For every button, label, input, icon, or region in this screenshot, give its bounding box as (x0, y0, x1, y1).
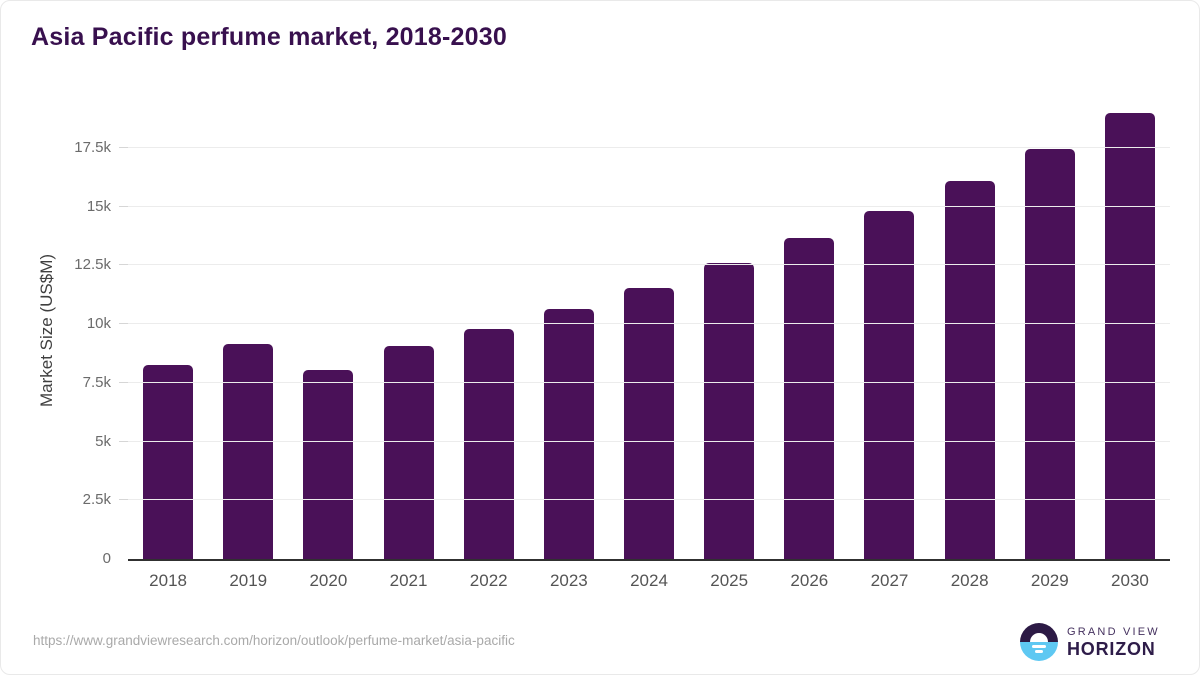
logo-text: GRAND VIEW HORIZON (1067, 626, 1160, 659)
x-axis-label-2021: 2021 (389, 571, 428, 590)
y-axis-label-12.5k: 12.5k (74, 256, 111, 274)
grand-view-horizon-logo: GRAND VIEW HORIZON (1020, 623, 1160, 661)
bar-2019[interactable] (223, 344, 274, 559)
chart-title: Asia Pacific perfume market, 2018-2030 (31, 23, 507, 51)
gridline-7.5k (128, 381, 1170, 383)
x-axis-label-2018: 2018 (149, 571, 187, 590)
bar-2025[interactable] (704, 263, 755, 559)
x-axis-label-2029: 2029 (1030, 571, 1069, 590)
y-tick-17.5k (119, 146, 128, 148)
bar-slot-2026 (769, 101, 849, 559)
y-tick-10k (119, 323, 128, 325)
bar-slot-2023 (529, 101, 609, 559)
x-axis-labels: 2018 2019 2020 2021 2022 2023 2024 2025 2026 2027… (128, 571, 1170, 591)
bar-slot-2030 (1090, 101, 1170, 559)
y-tick-12.5k (119, 264, 128, 266)
x-axis-label-2026: 2026 (790, 571, 829, 590)
gridline-10k (128, 323, 1170, 325)
x-axis-label-2028: 2028 (950, 571, 989, 590)
bar-slot-2022 (449, 101, 529, 559)
bar-2026[interactable] (784, 238, 835, 559)
x-axis-label-2022: 2022 (469, 571, 508, 590)
logo-reflection-bar-1 (1032, 645, 1046, 648)
gridline-2.5k (128, 499, 1170, 501)
gridline-15k (128, 205, 1170, 207)
y-axis-title: Market Size (US$M) (37, 253, 56, 407)
plot-area: Market Size (US$M) 0 2.5k 5k 7.5k 10k 12.5k 15… (37, 101, 1170, 567)
bar-2027[interactable] (864, 211, 915, 559)
x-axis-label-2019: 2019 (229, 571, 268, 590)
y-tick-15k (119, 205, 128, 207)
y-tick-5k (119, 440, 128, 442)
bar-slot-2029 (1010, 101, 1090, 559)
y-axis-label-15k: 15k (86, 197, 111, 215)
gridline-5k (128, 440, 1170, 442)
x-axis-label-2030: 2030 (1111, 571, 1149, 590)
logo-sun-shape (1030, 633, 1048, 642)
y-tick-7.5k (119, 381, 128, 383)
logo-line1: GRAND VIEW (1067, 625, 1160, 638)
source-url: https://www.grandviewresearch.com/horizo… (33, 633, 515, 648)
logo-reflection-bar-2 (1035, 650, 1043, 653)
y-axis-label-10k: 10k (86, 315, 111, 333)
bar-2028[interactable] (944, 180, 995, 559)
bar-slot-2021 (368, 101, 448, 559)
bar-2030[interactable] (1104, 112, 1155, 559)
gridline-12.5k (128, 264, 1170, 266)
x-axis-label-2020: 2020 (309, 571, 348, 590)
bar-slot-2027 (849, 101, 929, 559)
y-axis-label-2.5k: 2.5k (82, 491, 111, 509)
bar-slot-2028 (930, 101, 1010, 559)
bar-2022[interactable] (463, 328, 514, 559)
bar-2021[interactable] (383, 346, 434, 559)
bar-2024[interactable] (624, 287, 675, 559)
y-axis-label-0: 0 (102, 550, 111, 567)
logo-line2: HORIZON (1067, 638, 1156, 659)
x-axis-label-2023: 2023 (549, 571, 588, 590)
x-axis-label-2025: 2025 (710, 571, 749, 590)
y-axis-label-7.5k: 7.5k (82, 373, 111, 391)
bars-row (128, 101, 1170, 559)
bar-slot-2020 (288, 101, 368, 559)
bar-slot-2018 (128, 101, 208, 559)
y-tick-2.5k (119, 499, 128, 501)
y-axis-label-17.5k: 17.5k (74, 138, 111, 156)
bar-slot-2019 (208, 101, 288, 559)
gridline-17.5k (128, 146, 1170, 148)
bar-slot-2025 (689, 101, 769, 559)
bar-2018[interactable] (143, 365, 194, 559)
bar-2029[interactable] (1024, 149, 1075, 559)
sunrise-horizon-icon (1020, 623, 1058, 661)
x-axis-label-2024: 2024 (630, 571, 668, 590)
y-axis-label-5k: 5k (95, 432, 111, 450)
bar-2023[interactable] (543, 308, 594, 559)
x-axis-label-2027: 2027 (870, 571, 909, 590)
bar-slot-2024 (609, 101, 689, 559)
bar-2020[interactable] (303, 369, 354, 559)
